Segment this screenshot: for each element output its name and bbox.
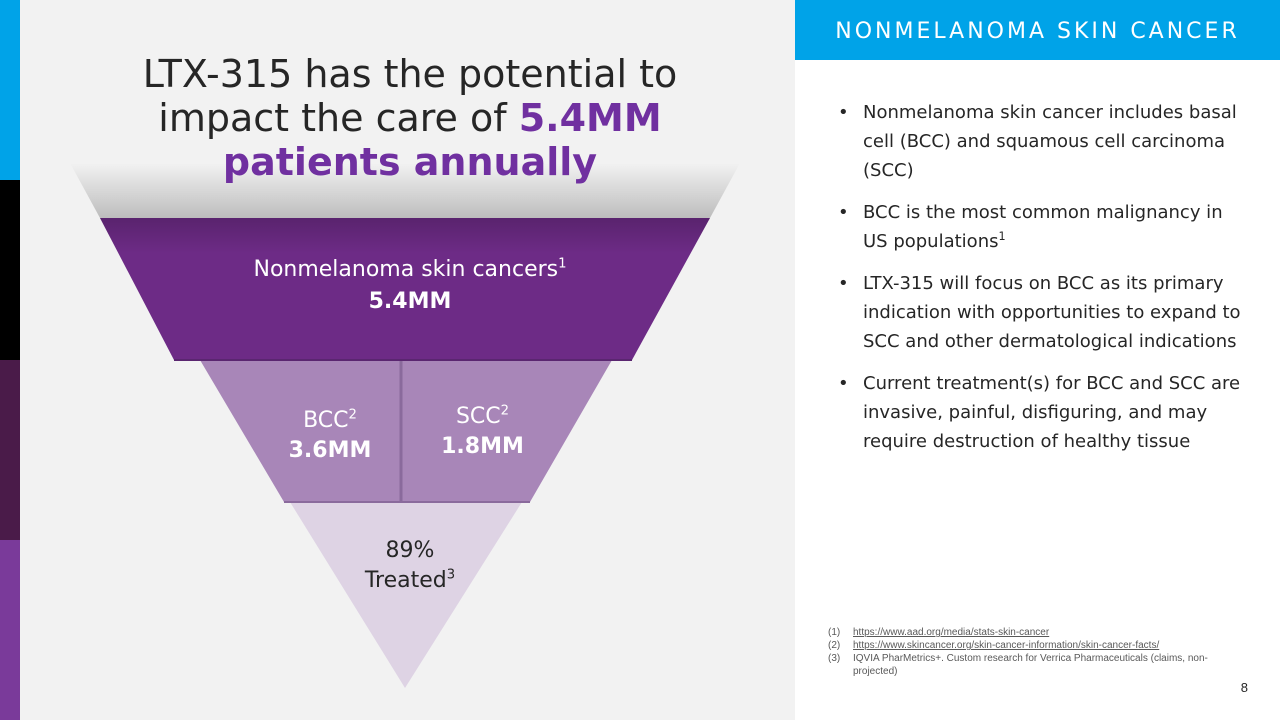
funnel-segment-scc xyxy=(401,360,612,502)
bullet-item: • Nonmelanoma skin cancer includes basal … xyxy=(835,98,1245,185)
footnote-number: (2) xyxy=(828,640,841,651)
treated-ref: 3 xyxy=(446,567,456,583)
treated-percent: 89% xyxy=(385,538,435,563)
edge-bar-blue xyxy=(0,0,20,180)
bcc-ref: 2 xyxy=(348,407,357,423)
footnote-item: (2) https://www.skincancer.org/skin-cance… xyxy=(828,639,1248,652)
bullet-text: Current treatment(s) for BCC and SCC are… xyxy=(863,373,1241,452)
headline-highlight-value: 5.4MM xyxy=(518,96,662,140)
headline-line-1: LTX-315 has the potential to xyxy=(142,52,678,96)
footnote-number: (3) xyxy=(828,653,841,664)
scc-value: 1.8MM xyxy=(441,434,524,459)
funnel-inner-shade-top xyxy=(100,218,710,360)
scc-ref: 2 xyxy=(500,403,510,419)
footnotes: (1) https://www.aad.org/media/stats-skin-… xyxy=(828,626,1248,678)
funnel-label-treated: 89% Treated3 xyxy=(340,536,480,596)
funnel-segment-bcc xyxy=(200,360,401,502)
bullet-item: • Current treatment(s) for BCC and SCC ar… xyxy=(835,369,1245,456)
footnote-text: IQVIA PharMetrics+. Custom research for … xyxy=(853,653,1208,677)
bullet-dot: • xyxy=(838,373,849,394)
footnote-link[interactable]: https://www.aad.org/media/stats-skin-can… xyxy=(853,627,1050,638)
edge-bar-black xyxy=(0,180,20,360)
section-title-banner: NONMELANOMA SKIN CANCER xyxy=(795,0,1280,60)
bullet-dot: • xyxy=(838,202,849,223)
nonmelanoma-ref: 1 xyxy=(558,256,567,272)
nonmelanoma-value: 5.4MM xyxy=(368,289,452,314)
headline-line-2: impact the care of 5.4MM xyxy=(20,96,795,140)
bullet-ref: 1 xyxy=(998,230,1006,243)
bullet-list: • Nonmelanoma skin cancer includes basal … xyxy=(835,98,1245,469)
bullet-item: • BCC is the most common malignancy in US… xyxy=(835,198,1245,256)
footnote-number: (1) xyxy=(828,627,841,638)
bullet-text: LTX-315 will focus on BCC as its primary… xyxy=(863,273,1241,352)
nonmelanoma-label: Nonmelanoma skin cancers xyxy=(253,257,559,282)
edge-bar-purple xyxy=(0,540,20,720)
headline-line-3: patients annually xyxy=(222,140,598,184)
funnel-label-nonmelanoma: Nonmelanoma skin cancers1 5.4MM xyxy=(200,254,620,318)
page-number: 8 xyxy=(1240,680,1248,695)
bcc-value: 3.6MM xyxy=(288,438,372,463)
bullet-item: • LTX-315 will focus on BCC as its primar… xyxy=(835,269,1245,356)
left-panel: LTX-315 has the potential to impact the … xyxy=(20,0,795,720)
funnel-label-scc: SCC2 1.8MM xyxy=(420,402,545,462)
footnote-item: (1) https://www.aad.org/media/stats-skin-… xyxy=(828,626,1248,639)
treated-label: Treated xyxy=(364,568,447,593)
headline: LTX-315 has the potential to impact the … xyxy=(20,52,795,184)
bullet-dot: • xyxy=(838,273,849,294)
headline-line-2-prefix: impact the care of xyxy=(158,96,519,140)
scc-label: SCC xyxy=(455,404,501,429)
bullet-text: BCC is the most common malignancy in US … xyxy=(863,202,1223,252)
footnote-item: (3) IQVIA PharMetrics+. Custom research f… xyxy=(828,652,1248,678)
footnote-link[interactable]: https://www.skincancer.org/skin-cancer-i… xyxy=(853,640,1160,651)
funnel-segment-treated xyxy=(290,502,522,688)
bullet-text: Nonmelanoma skin cancer includes basal c… xyxy=(863,102,1237,181)
funnel-label-bcc: BCC2 3.6MM xyxy=(255,406,405,466)
bcc-label: BCC xyxy=(303,408,349,433)
edge-bar-plum xyxy=(0,360,20,540)
bullet-dot: • xyxy=(838,102,849,123)
funnel-top-shadow xyxy=(70,163,740,218)
funnel-graphic xyxy=(70,163,740,688)
